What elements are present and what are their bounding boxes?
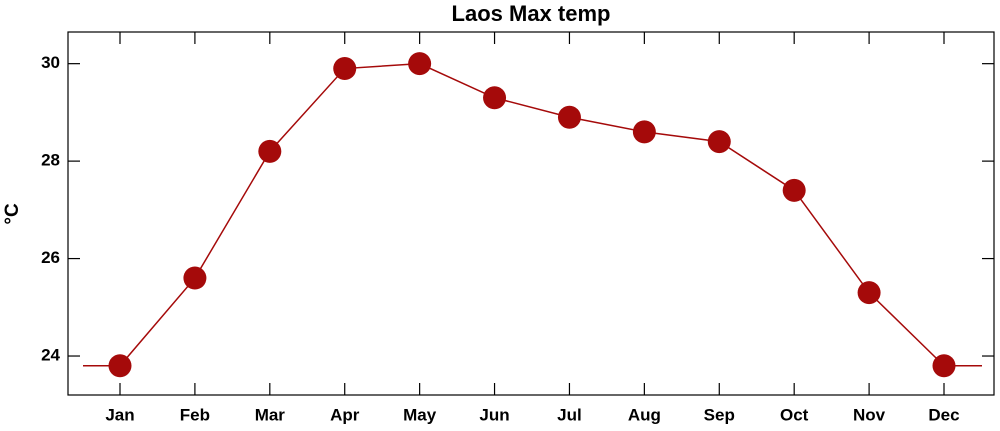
data-point (108, 354, 132, 378)
data-point (632, 120, 656, 144)
data-point (333, 57, 357, 81)
data-point (857, 281, 881, 305)
x-tick-label: Oct (780, 405, 809, 424)
x-tick-label: Jul (557, 405, 582, 424)
data-point (557, 105, 581, 129)
y-tick-label: 30 (41, 53, 60, 72)
data-point (707, 130, 731, 154)
x-tick-label: Apr (330, 405, 360, 424)
x-tick-label: Dec (928, 405, 959, 424)
x-tick-label: May (403, 405, 437, 424)
x-tick-label: Aug (628, 405, 661, 424)
y-tick-label: 24 (41, 346, 60, 365)
y-tick-label: 28 (41, 151, 60, 170)
x-tick-label: Sep (704, 405, 735, 424)
data-point (183, 266, 207, 290)
x-tick-label: Nov (853, 405, 886, 424)
data-point (483, 86, 507, 110)
x-tick-label: Jun (479, 405, 509, 424)
x-tick-label: Feb (180, 405, 210, 424)
y-tick-label: 26 (41, 248, 60, 267)
data-point (932, 354, 956, 378)
data-line (119, 62, 945, 367)
data-point (258, 139, 282, 163)
x-tick-label: Mar (255, 405, 286, 424)
plot-frame (67, 31, 995, 396)
y-axis-label: °C (2, 203, 23, 225)
data-point (782, 178, 806, 202)
data-point (408, 52, 432, 76)
x-tick-label: Jan (105, 405, 134, 424)
chart-title: Laos Max temp (452, 1, 611, 26)
